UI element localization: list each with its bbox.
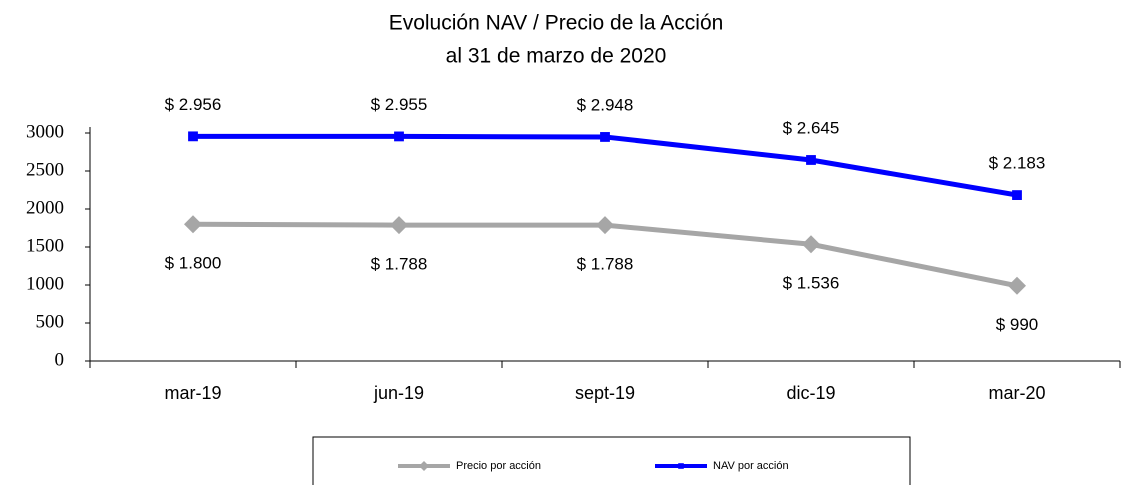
marker	[184, 215, 202, 234]
marker	[394, 131, 404, 142]
x-tick-label: jun-19	[373, 383, 424, 403]
x-tick-label: mar-20	[988, 383, 1045, 403]
marker	[1008, 276, 1026, 295]
data-label: $ 990	[996, 315, 1039, 334]
legend-marker	[678, 463, 684, 469]
legend-label: NAV por acción	[713, 460, 789, 472]
marker	[596, 216, 614, 235]
data-label: $ 2.645	[783, 118, 840, 137]
data-label: $ 2.183	[989, 154, 1046, 173]
chart-subtitle: al 31 de marzo de 2020	[446, 45, 667, 68]
x-tick-label: sept-19	[575, 383, 635, 403]
data-label: $ 1.536	[783, 274, 840, 293]
y-tick-label: 1500	[26, 235, 64, 256]
x-tick-label: mar-19	[164, 383, 221, 403]
y-tick-label: 3000	[26, 121, 64, 142]
series-line	[192, 133, 1018, 198]
marker	[390, 216, 408, 235]
chart-title: Evolución NAV / Precio de la Acción	[389, 12, 724, 35]
marker	[802, 235, 820, 254]
y-tick-label: 1000	[26, 273, 64, 294]
data-label: $ 1.788	[371, 255, 428, 274]
data-label: $ 2.956	[165, 95, 222, 114]
y-tick-label: 2500	[26, 159, 64, 180]
x-tick-label: dic-19	[786, 383, 835, 403]
y-tick-label: 0	[55, 349, 65, 370]
marker	[1012, 190, 1022, 200]
data-label: $ 1.800	[165, 254, 222, 273]
y-tick-label: 2000	[26, 197, 64, 218]
data-label: $ 2.955	[371, 95, 428, 114]
data-label: $ 1.788	[577, 255, 634, 274]
legend-box	[312, 436, 911, 485]
legend-marker	[419, 461, 429, 471]
y-tick-label: 500	[36, 311, 65, 332]
marker	[806, 155, 816, 165]
legend-label: Precio por acción	[456, 460, 541, 472]
marker	[600, 132, 610, 142]
data-label: $ 2.948	[577, 95, 634, 114]
marker	[188, 131, 198, 142]
